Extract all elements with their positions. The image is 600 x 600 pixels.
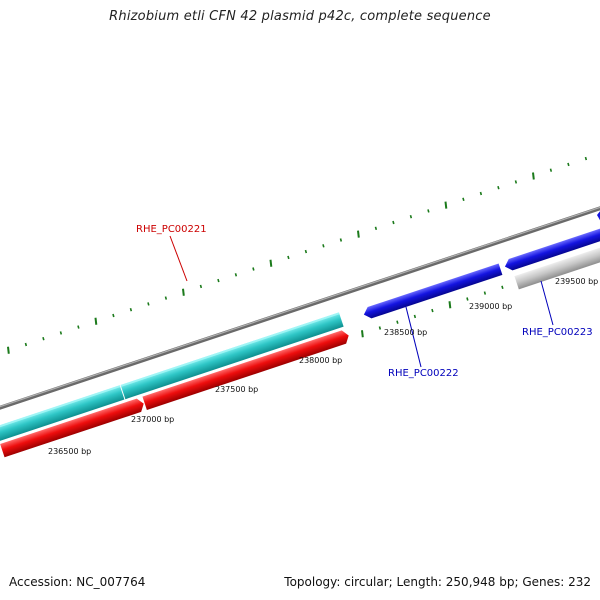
outer-tick xyxy=(129,307,133,312)
outer-tick xyxy=(322,244,325,248)
outer-tick xyxy=(444,201,448,209)
outer-tick xyxy=(94,317,98,325)
leader-rhe-pc00223 xyxy=(540,280,554,326)
label-rhe-pc00223[interactable]: RHE_PC00223 xyxy=(522,327,593,338)
outer-tick xyxy=(584,156,588,161)
outer-tick xyxy=(24,342,28,347)
outer-tick xyxy=(7,346,10,354)
outer-tick xyxy=(304,249,308,254)
inner-tick xyxy=(396,320,399,324)
scale-label-239000: 239000 bp xyxy=(469,302,512,311)
outer-tick xyxy=(479,191,483,196)
outer-tick xyxy=(514,180,518,184)
outer-tick xyxy=(182,288,185,296)
inner-tick xyxy=(378,326,382,330)
outer-tick xyxy=(147,302,150,306)
gene-rhe-pc00221[interactable] xyxy=(142,329,350,410)
leader-rhe-pc00222 xyxy=(405,306,422,368)
outer-tick xyxy=(252,267,255,271)
outer-tick xyxy=(532,172,535,180)
inner-tick xyxy=(361,330,364,338)
label-rhe-pc00221[interactable]: RHE_PC00221 xyxy=(136,224,207,235)
scale-label-236500: 236500 bp xyxy=(48,447,91,456)
inner-tick xyxy=(483,291,487,295)
scale-label-238500: 238500 bp xyxy=(384,328,427,337)
blue-feature-edge[interactable] xyxy=(597,210,600,222)
cyan-feature-left[interactable] xyxy=(0,385,125,442)
outer-tick xyxy=(409,214,413,219)
outer-tick xyxy=(374,226,378,231)
scale-label-237500: 237500 bp xyxy=(215,385,258,394)
outer-tick xyxy=(357,230,360,238)
outer-tick xyxy=(199,284,203,289)
outer-tick-ring xyxy=(7,156,588,354)
outer-tick xyxy=(462,197,465,202)
inner-tick xyxy=(501,285,504,290)
outer-tick xyxy=(392,220,395,225)
outer-tick xyxy=(217,278,220,283)
inner-tick xyxy=(448,301,452,309)
scale-label-238000: 238000 bp xyxy=(299,356,342,365)
map-title: Rhizobium etli CFN 42 plasmid p42c, comp… xyxy=(109,9,491,24)
cyan-feature-right[interactable] xyxy=(120,312,344,400)
outer-tick xyxy=(287,255,290,260)
outer-tick xyxy=(427,209,430,213)
gene-rhe-pc00222[interactable] xyxy=(362,263,503,320)
outer-tick xyxy=(567,162,570,167)
outer-tick xyxy=(234,273,238,277)
outer-tick xyxy=(77,325,80,329)
outer-tick xyxy=(42,336,45,341)
leader-rhe-pc00221 xyxy=(169,235,188,282)
red-feature-left[interactable] xyxy=(0,397,146,458)
scale-label-239500: 239500 bp xyxy=(555,277,598,286)
label-rhe-pc00222[interactable]: RHE_PC00222 xyxy=(388,368,459,379)
outer-tick xyxy=(269,259,273,267)
topology-summary: Topology: circular; Length: 250,948 bp; … xyxy=(284,575,591,589)
outer-tick xyxy=(164,296,168,300)
accession-text: Accession: NC_007764 xyxy=(9,575,146,589)
outer-tick xyxy=(339,238,343,242)
inner-tick xyxy=(466,297,469,301)
gene-blue-upper[interactable] xyxy=(503,215,600,272)
scale-label-237000: 237000 bp xyxy=(131,415,174,424)
outer-tick xyxy=(497,185,500,190)
gene-rhe-pc00223[interactable] xyxy=(514,231,600,290)
outer-tick xyxy=(549,168,553,172)
inner-tick xyxy=(413,314,417,319)
backbone xyxy=(0,206,600,410)
outer-tick xyxy=(112,313,115,318)
outer-tick xyxy=(59,331,63,335)
inner-tick xyxy=(431,308,434,313)
